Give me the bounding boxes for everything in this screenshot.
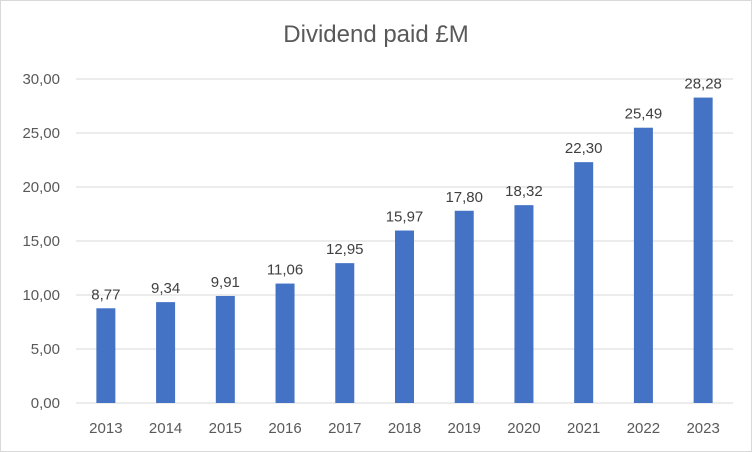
bar bbox=[96, 308, 116, 403]
bar bbox=[335, 263, 355, 403]
x-tick-label: 2018 bbox=[388, 420, 421, 437]
data-label: 15,97 bbox=[386, 209, 424, 226]
x-tick-label: 2021 bbox=[567, 420, 600, 437]
y-tick-label: 20,00 bbox=[22, 179, 60, 196]
x-tick-label: 2014 bbox=[149, 420, 182, 437]
bar bbox=[693, 97, 713, 404]
y-tick-label: 5,00 bbox=[31, 341, 60, 358]
y-axis-ticks: 0,00 5,00 10,00 15,00 20,00 25,00 30,00 bbox=[22, 71, 60, 412]
y-tick-label: 10,00 bbox=[22, 287, 60, 304]
bar bbox=[275, 283, 295, 403]
y-tick-label: 15,00 bbox=[22, 233, 60, 250]
y-tick-label: 30,00 bbox=[22, 71, 60, 88]
x-tick-label: 2017 bbox=[328, 420, 361, 437]
data-label: 12,95 bbox=[326, 241, 364, 258]
data-labels: 8,77 9,34 9,91 11,06 12,95 15,97 17,80 18,32 22,… bbox=[91, 76, 722, 304]
bar bbox=[514, 205, 534, 403]
x-tick-label: 2013 bbox=[89, 420, 122, 437]
bars bbox=[96, 97, 713, 404]
data-label: 9,34 bbox=[151, 280, 180, 297]
x-tick-label: 2023 bbox=[686, 420, 719, 437]
bar bbox=[156, 302, 176, 403]
chart-title: Dividend paid £M bbox=[283, 21, 469, 48]
data-label: 18,32 bbox=[505, 183, 543, 200]
data-label: 22,30 bbox=[565, 140, 603, 157]
bar bbox=[395, 230, 414, 403]
x-tick-label: 2016 bbox=[268, 420, 301, 437]
x-tick-label: 2020 bbox=[507, 420, 540, 437]
data-label: 28,28 bbox=[684, 76, 722, 93]
x-tick-label: 2022 bbox=[627, 420, 660, 437]
x-tick-label: 2015 bbox=[209, 420, 242, 437]
y-tick-label: 25,00 bbox=[22, 125, 60, 142]
data-label: 9,91 bbox=[211, 274, 240, 291]
data-label: 8,77 bbox=[91, 286, 120, 303]
data-label: 25,49 bbox=[625, 106, 663, 123]
y-tick-label: 0,00 bbox=[31, 395, 60, 412]
bar bbox=[633, 127, 653, 403]
x-tick-label: 2019 bbox=[448, 420, 481, 437]
bar bbox=[454, 210, 474, 403]
data-label: 11,06 bbox=[267, 262, 303, 279]
data-label: 17,80 bbox=[445, 189, 483, 206]
bar bbox=[574, 162, 594, 403]
x-axis-ticks: 2013 2014 2015 2016 2017 2018 2019 2020 2021 2022… bbox=[89, 420, 720, 437]
bar bbox=[215, 295, 235, 403]
